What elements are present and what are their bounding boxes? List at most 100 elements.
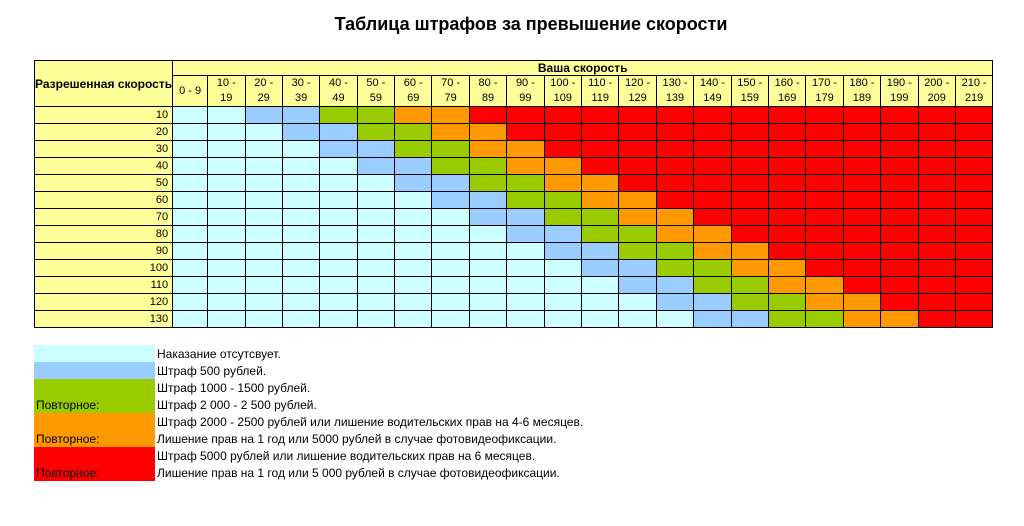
fine-cell-blue: [581, 242, 620, 260]
fine-cell-none: [207, 276, 246, 294]
fine-cell-none: [506, 293, 545, 311]
fine-cell-red: [581, 106, 620, 124]
fine-cell-red: [618, 140, 657, 158]
fine-cell-none: [394, 310, 433, 328]
fine-cell-red: [767, 106, 807, 124]
fine-cell-blue: [281, 106, 321, 124]
fine-cell-red: [730, 225, 769, 243]
fine-cell-none: [207, 259, 246, 277]
legend-item: Штраф 5000 рублей или лишение водительск…: [34, 447, 583, 464]
fine-cell-green: [693, 259, 732, 277]
allowed-speed-label: 20: [33, 123, 174, 141]
speed-range-11: 110 -119: [581, 75, 620, 107]
fine-cell-none: [244, 208, 283, 226]
fine-cell-blue: [693, 293, 732, 311]
fine-cell-orange: [730, 242, 769, 260]
fine-cell-red: [805, 157, 844, 175]
table-row: 110: [33, 276, 994, 294]
legend-text: Лишение прав на 1 год или 5000 рублей в …: [157, 431, 557, 446]
speed-range-2: 20 -29: [244, 75, 283, 107]
fine-cell-none: [207, 174, 246, 192]
fine-cell-none: [244, 259, 283, 277]
fine-cell-red: [730, 106, 769, 124]
fine-cell-red: [805, 123, 844, 141]
fine-cell-none: [281, 140, 321, 158]
legend: Наказание отсутсвует. Штраф 500 рублей. Шт…: [34, 345, 583, 481]
fine-cell-none: [244, 276, 283, 294]
fine-cell-red: [767, 225, 807, 243]
fine-cell-red: [693, 174, 732, 192]
fine-cell-red: [954, 259, 994, 277]
legend-text: Штраф 500 рублей.: [157, 363, 267, 378]
fine-cell-none: [319, 276, 358, 294]
fine-cell-red: [581, 123, 620, 141]
fine-cell-none: [581, 310, 620, 328]
fine-cell-none: [281, 191, 321, 209]
fine-cell-none: [356, 225, 396, 243]
fine-cell-orange: [431, 123, 470, 141]
fine-cell-red: [917, 310, 956, 328]
fine-cell-red: [917, 106, 956, 124]
fine-cell-none: [618, 310, 657, 328]
fine-cell-none: [207, 293, 246, 311]
fine-cell-blue: [394, 174, 433, 192]
fine-cell-red: [917, 276, 956, 294]
fine-cell-none: [468, 276, 508, 294]
fine-cell-orange: [431, 106, 470, 124]
fine-cell-green: [581, 208, 620, 226]
fine-cell-none: [506, 276, 545, 294]
fine-cell-red: [954, 191, 994, 209]
legend-swatch-red: [34, 447, 155, 464]
speed-range-8: 80 -89: [468, 75, 508, 107]
fine-cell-blue: [506, 225, 545, 243]
fine-cell-none: [172, 106, 209, 124]
speed-range-5: 50 -59: [356, 75, 396, 107]
fine-cell-blue: [431, 174, 470, 192]
fine-cell-red: [655, 157, 695, 175]
fine-cell-none: [319, 157, 358, 175]
fine-cell-red: [693, 106, 732, 124]
fine-cell-blue: [431, 191, 470, 209]
fine-cell-green: [805, 310, 844, 328]
fine-cell-none: [394, 242, 433, 260]
fine-cell-red: [842, 208, 882, 226]
fine-cell-red: [880, 123, 919, 141]
fine-cell-red: [468, 106, 508, 124]
fine-cell-none: [281, 225, 321, 243]
fine-cell-none: [244, 293, 283, 311]
fine-cell-none: [468, 293, 508, 311]
fine-cell-red: [618, 123, 657, 141]
fine-cell-red: [581, 140, 620, 158]
speed-range-20: 200 -209: [917, 75, 956, 107]
fines-table-body: 10 20 30 40 50 60 70 80 90 100 110 120 130: [33, 106, 994, 328]
table-row: 100: [33, 259, 994, 277]
fine-cell-red: [880, 242, 919, 260]
fine-cell-green: [655, 259, 695, 277]
fine-cell-blue: [655, 276, 695, 294]
fine-cell-none: [172, 242, 209, 260]
fine-cell-red: [880, 157, 919, 175]
fine-cell-red: [805, 208, 844, 226]
fine-cell-red: [767, 123, 807, 141]
fine-cell-red: [730, 123, 769, 141]
fine-cell-none: [172, 310, 209, 328]
fine-cell-none: [356, 191, 396, 209]
allowed-speed-label: 40: [33, 157, 174, 175]
fine-cell-none: [319, 208, 358, 226]
allowed-speed-label: 60: [33, 191, 174, 209]
fine-cell-none: [319, 191, 358, 209]
fine-cell-green: [543, 208, 583, 226]
fine-cell-red: [917, 208, 956, 226]
fine-cell-blue: [581, 259, 620, 277]
fine-cell-red: [880, 174, 919, 192]
fine-cell-green: [506, 174, 545, 192]
fine-cell-blue: [281, 123, 321, 141]
fine-cell-none: [207, 157, 246, 175]
fine-cell-orange: [767, 276, 807, 294]
fine-cell-orange: [468, 123, 508, 141]
fine-cell-red: [954, 225, 994, 243]
legend-text: Штраф 2000 - 2500 рублей или лишение вод…: [157, 414, 584, 429]
fine-cell-red: [767, 140, 807, 158]
fine-cell-red: [805, 242, 844, 260]
legend-text: Наказание отсутсвует.: [157, 346, 281, 361]
